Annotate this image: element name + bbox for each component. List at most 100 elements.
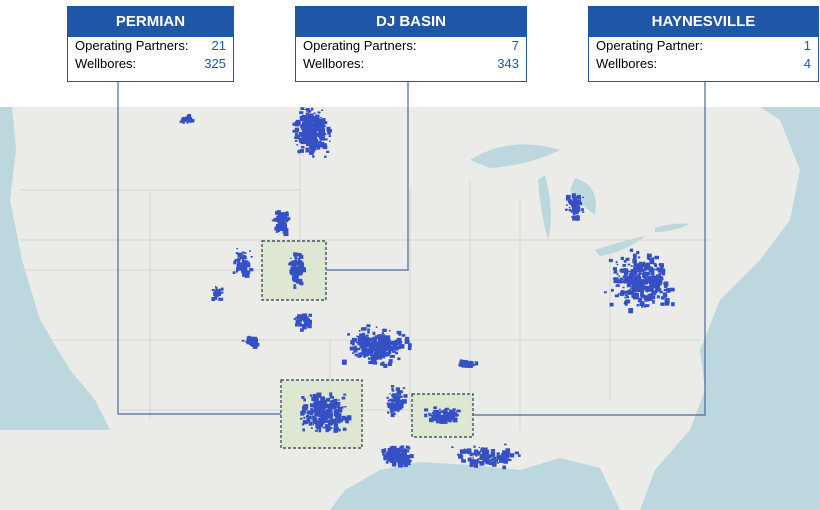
well-dot bbox=[645, 262, 651, 267]
well-dot bbox=[375, 336, 379, 340]
well-dot bbox=[293, 317, 296, 320]
well-dot bbox=[652, 262, 654, 264]
well-dot bbox=[433, 409, 437, 414]
well-dot bbox=[403, 451, 408, 457]
well-dot bbox=[637, 268, 643, 273]
well-dot bbox=[255, 343, 258, 346]
well-dot bbox=[471, 361, 474, 364]
well-dot bbox=[310, 410, 313, 413]
well-dot bbox=[378, 354, 382, 358]
well-dot bbox=[364, 347, 367, 350]
well-dot bbox=[398, 333, 402, 336]
well-dot bbox=[187, 113, 192, 117]
well-dot bbox=[331, 411, 333, 414]
row-value: 7 bbox=[511, 38, 519, 53]
well-dot bbox=[237, 253, 240, 256]
well-dot bbox=[372, 348, 378, 352]
well-dot bbox=[474, 361, 479, 366]
well-dot bbox=[572, 196, 577, 202]
well-dot bbox=[317, 111, 321, 114]
well-dot bbox=[342, 427, 347, 431]
well-dot bbox=[397, 408, 400, 412]
well-dot bbox=[386, 455, 392, 458]
well-dot bbox=[372, 331, 376, 336]
row-value: 343 bbox=[497, 56, 519, 71]
well-dot bbox=[294, 323, 299, 327]
well-dot bbox=[249, 250, 251, 252]
well-dot bbox=[409, 454, 414, 459]
well-dot bbox=[663, 282, 665, 285]
well-dot bbox=[630, 285, 633, 288]
well-dot bbox=[310, 408, 313, 411]
well-dot bbox=[632, 286, 637, 293]
well-dot bbox=[327, 129, 332, 133]
well-dot bbox=[473, 449, 479, 454]
well-dot bbox=[620, 268, 626, 273]
well-dot bbox=[429, 417, 434, 423]
well-dot bbox=[565, 194, 571, 201]
well-dot bbox=[303, 313, 308, 317]
well-dot bbox=[466, 448, 472, 453]
well-dot bbox=[424, 413, 428, 418]
well-dot bbox=[482, 449, 485, 452]
well-dot bbox=[399, 453, 402, 456]
well-dot bbox=[312, 409, 315, 412]
well-dot bbox=[319, 135, 322, 138]
well-dot bbox=[639, 261, 643, 264]
well-dot bbox=[301, 313, 304, 316]
well-dot bbox=[300, 115, 306, 121]
well-dot bbox=[322, 143, 327, 148]
well-dot bbox=[338, 428, 341, 432]
well-dot bbox=[307, 115, 311, 120]
well-dot bbox=[660, 268, 666, 274]
well-dot bbox=[623, 302, 627, 305]
well-dot bbox=[487, 449, 489, 452]
well-dot bbox=[279, 221, 284, 226]
well-dot bbox=[652, 290, 658, 294]
well-dot bbox=[294, 252, 298, 256]
well-dot bbox=[335, 416, 340, 420]
well-dot bbox=[302, 405, 307, 411]
well-dot bbox=[319, 136, 324, 140]
well-dot bbox=[388, 453, 393, 456]
well-dot bbox=[372, 354, 377, 358]
well-dot bbox=[295, 281, 300, 284]
well-dot bbox=[294, 139, 298, 142]
well-dot bbox=[324, 125, 327, 127]
well-dot bbox=[395, 395, 397, 397]
well-dot bbox=[386, 459, 389, 462]
well-dot bbox=[461, 364, 466, 368]
well-dot bbox=[630, 268, 633, 271]
well-dot bbox=[372, 341, 377, 345]
well-dot bbox=[648, 268, 652, 272]
well-dot bbox=[505, 448, 511, 454]
well-dot bbox=[608, 258, 613, 263]
well-dot bbox=[306, 412, 310, 415]
well-dot bbox=[185, 116, 188, 120]
well-dot bbox=[568, 206, 571, 209]
well-dot bbox=[582, 196, 584, 199]
well-dot bbox=[310, 135, 315, 140]
well-dot bbox=[303, 118, 308, 122]
well-dot bbox=[343, 393, 347, 396]
well-dot bbox=[576, 216, 580, 221]
well-dot bbox=[313, 120, 318, 126]
well-dot bbox=[664, 286, 668, 289]
well-dot bbox=[655, 283, 660, 288]
well-dot bbox=[233, 260, 237, 265]
well-dot bbox=[395, 345, 401, 350]
well-dot bbox=[643, 265, 649, 271]
well-dot bbox=[329, 407, 331, 409]
well-dot bbox=[463, 449, 469, 454]
well-dot bbox=[479, 453, 482, 456]
well-dot bbox=[388, 359, 393, 364]
well-dot bbox=[389, 355, 393, 358]
well-dot bbox=[404, 456, 410, 462]
well-dots bbox=[179, 107, 675, 470]
well-dot bbox=[660, 263, 664, 268]
well-dot bbox=[456, 453, 460, 456]
well-dot bbox=[328, 135, 332, 138]
well-dot bbox=[279, 218, 285, 223]
well-dot bbox=[312, 122, 315, 125]
